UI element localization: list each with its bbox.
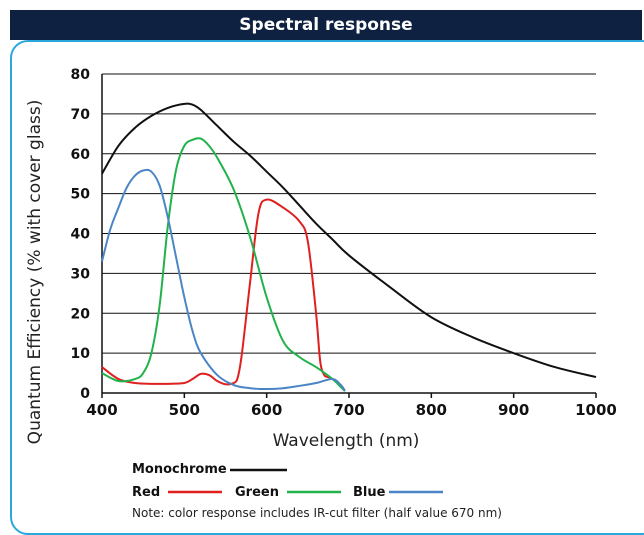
y-tick-label: 60 <box>71 147 91 163</box>
grid-lines <box>102 73 596 354</box>
y-tick-label: 0 <box>80 386 90 402</box>
y-tick-label: 10 <box>71 346 91 362</box>
x-tick-labels: 400 500 600 700 800 900 1000 <box>86 401 617 419</box>
series-line-green <box>101 137 346 392</box>
y-tick-label: 50 <box>71 187 91 203</box>
chart-title: Spectral response <box>239 15 413 35</box>
y-tick-labels: 0 10 20 30 40 50 60 70 80 <box>71 67 91 402</box>
x-tick-label: 1000 <box>575 401 617 419</box>
legend-label-blue: Blue <box>353 485 386 500</box>
header-bar: Spectral response <box>10 10 642 40</box>
x-tick-label: 400 <box>86 401 117 419</box>
x-tick-label: 900 <box>498 401 529 419</box>
x-tick-label: 800 <box>416 401 447 419</box>
y-tick-label: 30 <box>71 266 91 282</box>
y-axis-title: Quantum Efficiency (% with cover glass) <box>25 100 45 445</box>
y-tick-label: 40 <box>71 227 91 243</box>
y-tick-label: 20 <box>71 306 91 322</box>
legend-label-green: Green <box>235 485 279 500</box>
legend-note: Note: color response includes IR-cut fil… <box>132 506 502 520</box>
legend-label-monochrome: Monochrome <box>132 462 227 477</box>
legend-label-red: Red <box>132 485 160 500</box>
axes <box>101 74 597 398</box>
x-tick-label: 700 <box>333 401 364 419</box>
x-tick-label: 500 <box>169 401 200 419</box>
x-axis-title: Wavelength (nm) <box>273 431 420 451</box>
series-line-blue <box>101 168 346 392</box>
y-tick-label: 80 <box>71 67 91 83</box>
x-tick-label: 600 <box>251 401 282 419</box>
series-line-monochrome <box>101 102 597 379</box>
legend: Monochrome Red Green Blue Note: color re… <box>132 462 502 520</box>
series-lines <box>101 102 597 392</box>
y-tick-label: 70 <box>71 107 91 123</box>
